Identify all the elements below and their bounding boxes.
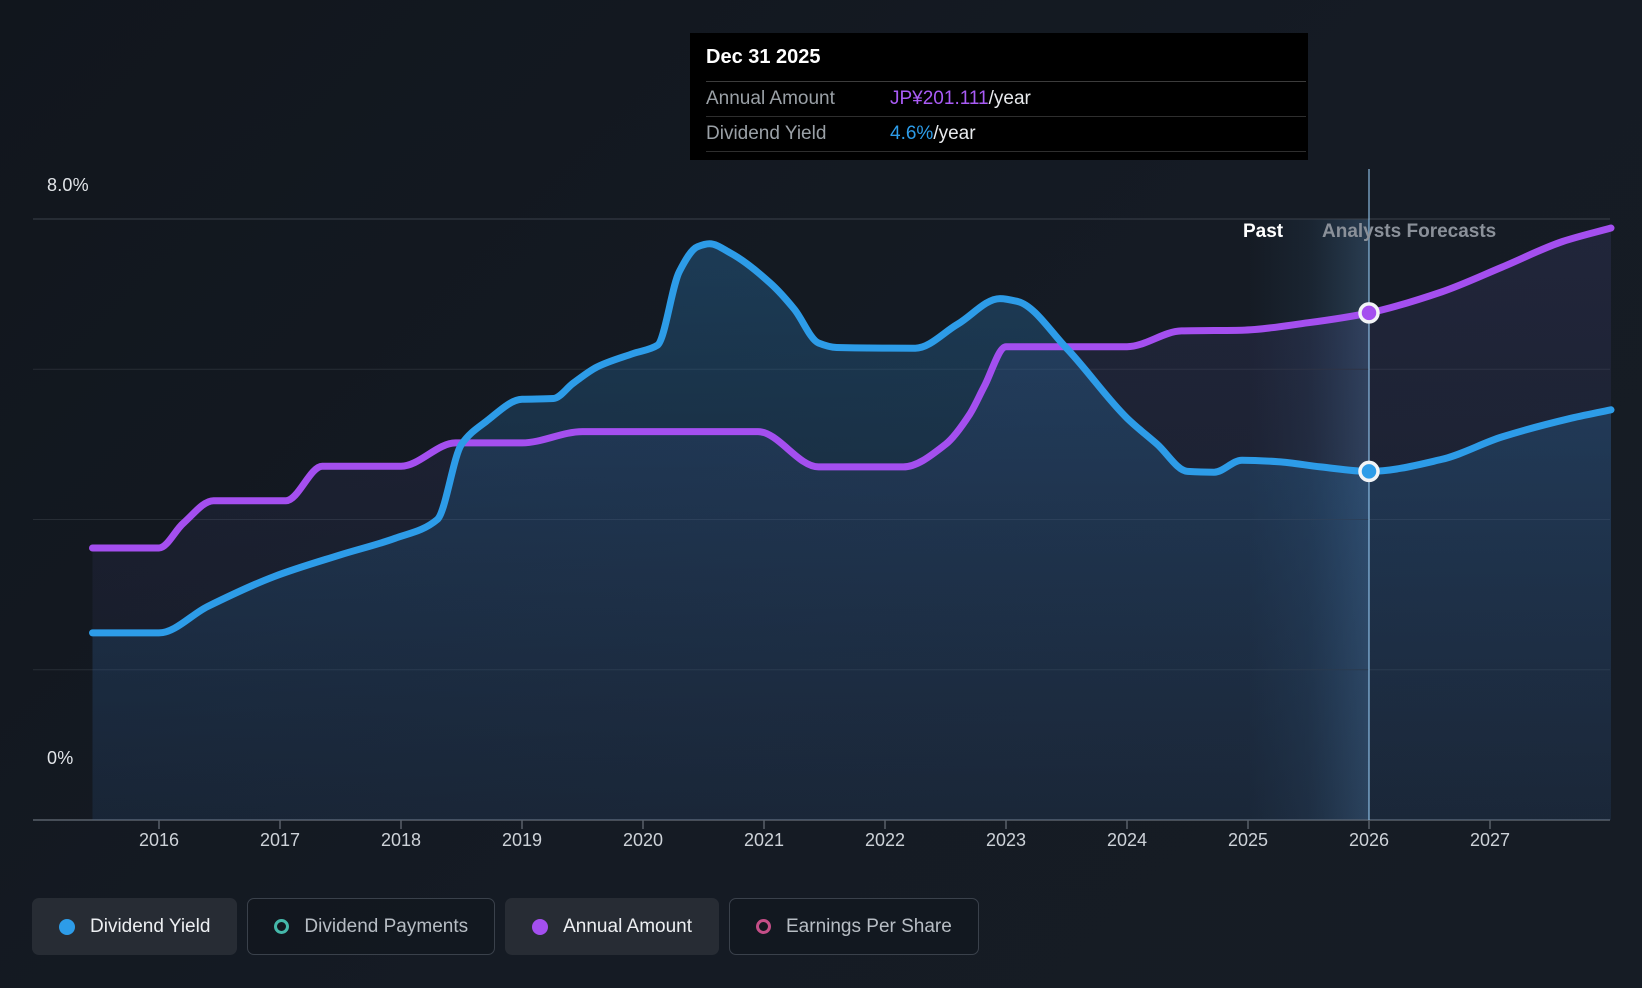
legend-button-earnings-per-share[interactable]: Earnings Per Share bbox=[729, 898, 979, 955]
x-axis-label-2027: 2027 bbox=[1469, 830, 1511, 850]
x-axis-label-2021: 2021 bbox=[743, 830, 785, 850]
x-axis-label-2024: 2024 bbox=[1106, 830, 1148, 850]
x-axis-label-2025: 2025 bbox=[1227, 830, 1269, 850]
past-label: Past bbox=[1243, 221, 1284, 242]
annual-amount-marker bbox=[1358, 302, 1380, 324]
legend-button-dividend-payments[interactable]: Dividend Payments bbox=[247, 898, 496, 955]
y-axis-bottom-label: 0% bbox=[47, 748, 74, 768]
filled-dot-icon bbox=[59, 918, 75, 935]
dividend-yield-area bbox=[92, 243, 1611, 821]
tooltip-dividend-yield-label: Dividend Yield bbox=[706, 123, 827, 144]
tooltip-date: Dec 31 2025 bbox=[706, 46, 821, 68]
y-axis-top-label: 8.0% bbox=[47, 175, 89, 195]
legend-label: Earnings Per Share bbox=[786, 915, 952, 937]
legend-label: Dividend Payments bbox=[304, 915, 469, 937]
x-axis-label-2026: 2026 bbox=[1348, 830, 1390, 850]
dividend-yield-line bbox=[89, 240, 1615, 637]
dividend-yield-marker bbox=[1358, 460, 1380, 483]
tooltip-annual-amount-suffix: /year bbox=[988, 88, 1031, 109]
legend-label: Dividend Yield bbox=[90, 915, 211, 937]
tooltip-bottom-divider bbox=[706, 151, 1306, 160]
filled-dot-icon bbox=[532, 918, 549, 935]
tooltip-dividend-yield-suffix: /year bbox=[933, 123, 976, 144]
tooltip-annual-amount-label: Annual Amount bbox=[706, 88, 835, 109]
x-axis-label-2022: 2022 bbox=[864, 830, 906, 850]
x-axis-label-2019: 2019 bbox=[501, 830, 543, 850]
tooltip-row-annual-amount: Annual Amount JP¥201.111/year bbox=[706, 81, 1306, 116]
x-axis-label-2016: 2016 bbox=[138, 830, 180, 850]
x-axis-label-2017: 2017 bbox=[259, 830, 301, 850]
analysts-forecasts-label: Analysts Forecasts bbox=[1322, 221, 1497, 242]
tooltip-dividend-yield-value: 4.6% bbox=[890, 123, 934, 144]
legend-bar: Dividend Yield Dividend Payments Annual Am… bbox=[32, 898, 979, 955]
x-axis-label-2023: 2023 bbox=[985, 830, 1027, 850]
ring-icon bbox=[274, 919, 290, 934]
ring-icon bbox=[756, 919, 771, 934]
legend-label: Annual Amount bbox=[563, 915, 692, 937]
x-axis-label-2020: 2020 bbox=[622, 830, 664, 850]
x-axis-label-2018: 2018 bbox=[380, 830, 422, 850]
chart-tooltip: Dec 31 2025 Annual Amount JP¥201.111/yea… bbox=[690, 33, 1308, 160]
tooltip-annual-amount-value: JP¥201.111 bbox=[890, 88, 989, 109]
tooltip-row-dividend-yield: Dividend Yield 4.6%/year bbox=[706, 116, 1306, 151]
legend-button-dividend-yield[interactable]: Dividend Yield bbox=[32, 898, 238, 955]
legend-button-annual-amount[interactable]: Annual Amount bbox=[505, 898, 719, 955]
